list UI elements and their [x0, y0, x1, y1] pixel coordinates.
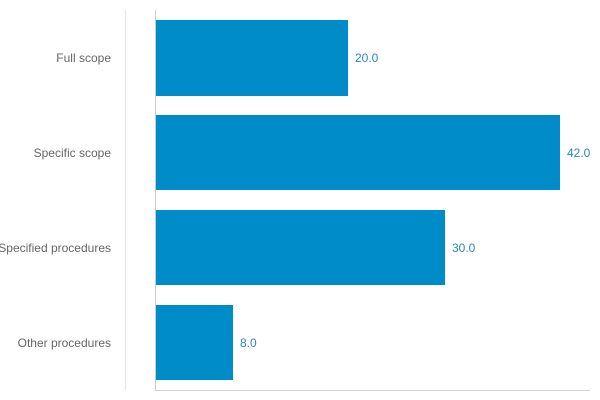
bar [156, 305, 233, 380]
bar [156, 20, 348, 96]
x-axis-line [155, 390, 590, 391]
category-label: Specified procedures [0, 241, 111, 255]
value-label: 20.0 [355, 51, 379, 65]
category-label: Full scope [56, 51, 111, 65]
category-label: Specific scope [33, 146, 111, 160]
bar [156, 210, 445, 285]
value-label: 30.0 [452, 241, 476, 255]
label-divider-line [125, 10, 126, 390]
value-label: 8.0 [240, 336, 257, 350]
y-axis-line [155, 10, 156, 391]
category-label: Other procedures [17, 336, 111, 350]
value-label: 42.0 [567, 146, 591, 160]
bar [156, 115, 560, 190]
